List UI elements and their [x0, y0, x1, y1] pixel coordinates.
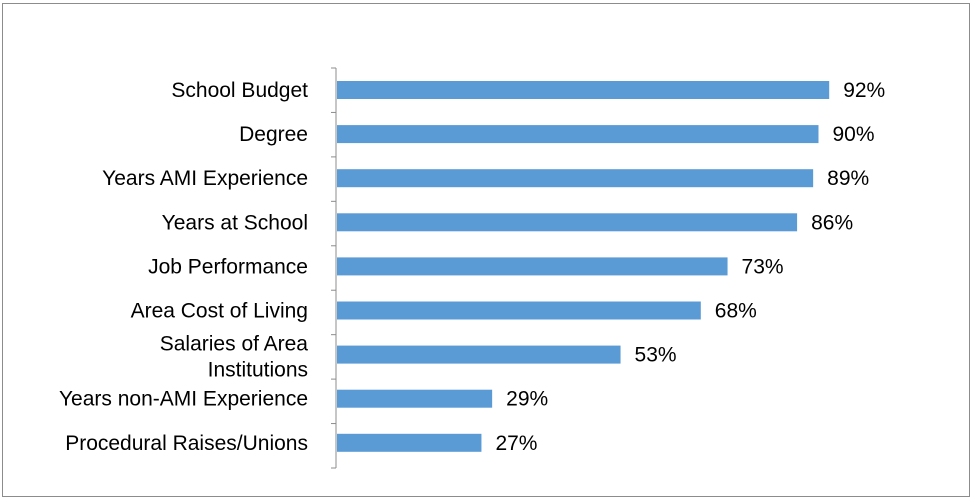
chart-frame: School Budget Degree Years AMI Experience Y…	[2, 3, 970, 497]
category-label: Years non-AMI Experience	[59, 388, 308, 411]
category-label: School Budget	[171, 79, 308, 102]
bar	[337, 433, 482, 452]
value-label: 68%	[715, 300, 757, 323]
category-labels: School Budget Degree Years AMI Experience Y…	[59, 79, 308, 455]
value-label: 86%	[811, 211, 853, 234]
category-label: Degree	[239, 123, 308, 146]
value-label: 53%	[635, 344, 677, 367]
value-label: 27%	[495, 432, 537, 455]
bar	[337, 169, 814, 188]
bar	[337, 301, 701, 320]
value-label: 90%	[833, 123, 875, 146]
category-label: Salaries of Area Institutions	[160, 333, 309, 382]
category-label: Area Cost of Living	[131, 300, 308, 323]
value-label: 92%	[843, 79, 885, 102]
category-label: Job Performance	[148, 255, 308, 278]
value-label: 29%	[506, 388, 548, 411]
category-label: Years AMI Experience	[102, 167, 308, 190]
category-label: Years at School	[162, 211, 308, 234]
bar	[337, 213, 798, 232]
bar-chart: School Budget Degree Years AMI Experience Y…	[59, 67, 885, 469]
category-label: Procedural Raises/Unions	[65, 432, 308, 455]
bar	[337, 81, 830, 99]
value-label: 89%	[827, 167, 869, 190]
bar	[337, 345, 621, 364]
bar	[337, 257, 728, 276]
value-label: 73%	[742, 255, 784, 278]
axis-layer	[331, 67, 337, 469]
value-labels: 92% 90% 89% 86% 73% 68% 53% 29% 27%	[495, 79, 885, 455]
bar	[337, 389, 493, 408]
bar	[337, 125, 819, 144]
bars-layer	[337, 81, 830, 452]
